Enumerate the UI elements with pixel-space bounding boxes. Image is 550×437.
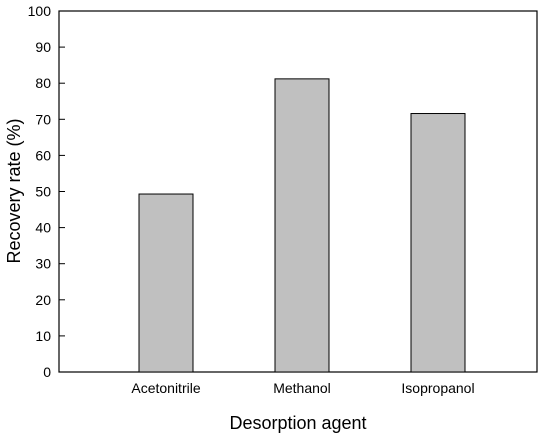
x-axis-title: Desorption agent <box>229 413 366 433</box>
y-tick-label: 0 <box>43 364 51 380</box>
y-tick-label: 40 <box>35 220 51 236</box>
y-tick-label: 10 <box>35 328 51 344</box>
bar-acetonitrile <box>138 193 194 373</box>
y-tick-label: 70 <box>35 111 51 127</box>
x-tick-label: Acetonitrile <box>131 380 200 396</box>
x-tick-label: Isopropanol <box>401 380 474 396</box>
x-tick-label: Methanol <box>273 380 331 396</box>
bars <box>138 78 466 373</box>
y-tick-label: 100 <box>28 3 52 19</box>
bar-methanol <box>274 78 330 373</box>
y-tick-label: 20 <box>35 292 51 308</box>
y-tick-label: 80 <box>35 75 51 91</box>
y-tick-label: 60 <box>35 147 51 163</box>
y-tick-label: 30 <box>35 256 51 272</box>
bar-isopropanol <box>410 113 466 373</box>
x-axis: Acetonitrile Methanol Isopropanol <box>131 380 474 396</box>
y-axis-title: Recovery rate (%) <box>4 118 24 263</box>
y-axis: 0 10 20 30 40 50 60 70 80 90 100 <box>28 3 65 380</box>
y-tick-label: 90 <box>35 39 51 55</box>
y-tick-label: 50 <box>35 184 51 200</box>
